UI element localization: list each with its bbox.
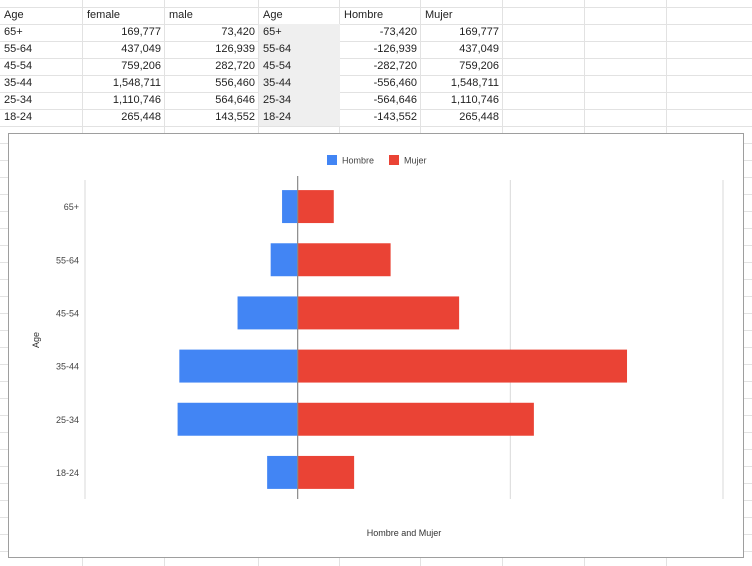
header-cell-hombre[interactable]: Hombre [344, 9, 384, 21]
cell-age2[interactable]: 55-64 [259, 41, 340, 58]
bar-hombre-45-54 [237, 296, 298, 330]
cell-male[interactable]: 556,460 [215, 77, 255, 89]
legend-label-mujer: Mujer [404, 156, 427, 166]
cell-mujer[interactable]: 1,110,746 [450, 94, 499, 106]
cell-age[interactable]: 35-44 [4, 77, 33, 89]
cell-mujer[interactable]: 437,049 [459, 43, 499, 55]
bar-hombre-65+ [282, 190, 298, 224]
bar-hombre-35-44 [179, 349, 298, 383]
cell-male[interactable]: 143,552 [215, 111, 255, 123]
cell-age2[interactable]: 65+ [259, 24, 340, 41]
y-tick-label: 18-24 [56, 468, 79, 478]
y-tick-label: 25-34 [56, 415, 79, 425]
y-tick-label: 55-64 [56, 255, 79, 265]
bar-hombre-55-64 [270, 243, 298, 277]
bar-mujer-45-54 [297, 296, 460, 330]
cell-mujer[interactable]: 1,548,711 [450, 77, 499, 89]
legend-swatch-mujer [389, 155, 399, 165]
cell-female[interactable]: 1,110,746 [112, 94, 161, 106]
cell-mujer[interactable]: 169,777 [459, 26, 499, 38]
header-cell-female[interactable]: female [87, 9, 121, 21]
y-tick-label: 35-44 [56, 362, 79, 372]
bar-chart: 65+ 55-64 45-54 35-44 25-34 18-24 Hombre Mujer H… [31, 155, 724, 538]
cell-female[interactable]: 759,206 [121, 60, 161, 72]
cell-male[interactable]: 564,646 [215, 94, 255, 106]
bar-mujer-18-24 [297, 455, 355, 489]
x-axis-title: Hombre and Mujer [367, 528, 442, 538]
cell-age2[interactable]: 35-44 [259, 75, 340, 92]
cell-female[interactable]: 437,049 [121, 43, 161, 55]
header-cell-age[interactable]: Age [4, 9, 24, 21]
legend-label-hombre: Hombre [342, 156, 374, 166]
cell-male[interactable]: 126,939 [215, 43, 255, 55]
cell-female[interactable]: 169,777 [121, 26, 161, 38]
cell-hombre[interactable]: -282,720 [373, 60, 417, 72]
cell-male[interactable]: 73,420 [221, 26, 255, 38]
cell-male[interactable]: 282,720 [215, 60, 255, 72]
bar-mujer-35-44 [297, 349, 628, 383]
chart-container[interactable]: 65+ 55-64 45-54 35-44 25-34 18-24 Hombre Mujer H… [8, 133, 744, 558]
cell-age[interactable]: 65+ [4, 26, 23, 38]
bar-hombre-18-24 [267, 455, 298, 489]
cell-mujer[interactable]: 759,206 [459, 60, 499, 72]
bar-mujer-55-64 [297, 243, 391, 277]
cell-hombre[interactable]: -564,646 [373, 94, 417, 106]
cell-mujer[interactable]: 265,448 [459, 111, 499, 123]
header-cell-male[interactable]: male [169, 9, 193, 21]
cell-hombre[interactable]: -556,460 [373, 77, 417, 89]
cell-hombre[interactable]: -73,420 [379, 26, 417, 38]
header-cell-age2[interactable]: Age [263, 9, 283, 21]
legend-swatch-hombre [327, 155, 337, 165]
bar-hombre-25-34 [177, 402, 298, 436]
bar-mujer-25-34 [297, 402, 534, 436]
y-tick-label: 45-54 [56, 308, 79, 318]
header-cell-mujer[interactable]: Mujer [425, 9, 453, 21]
cell-age2[interactable]: 45-54 [259, 58, 340, 75]
cell-age2[interactable]: 25-34 [259, 92, 340, 109]
cell-age2[interactable]: 18-24 [259, 109, 340, 126]
cell-age[interactable]: 18-24 [4, 111, 33, 123]
cell-age[interactable]: 45-54 [4, 60, 33, 72]
cell-female[interactable]: 1,548,711 [112, 77, 161, 89]
y-axis-title: Age [31, 332, 41, 348]
bar-mujer-65+ [297, 190, 334, 224]
cell-female[interactable]: 265,448 [121, 111, 161, 123]
cell-hombre[interactable]: -126,939 [373, 43, 417, 55]
cell-age[interactable]: 55-64 [4, 43, 33, 55]
cell-hombre[interactable]: -143,552 [373, 111, 417, 123]
cell-age[interactable]: 25-34 [4, 94, 33, 106]
y-tick-label: 65+ [64, 202, 79, 212]
